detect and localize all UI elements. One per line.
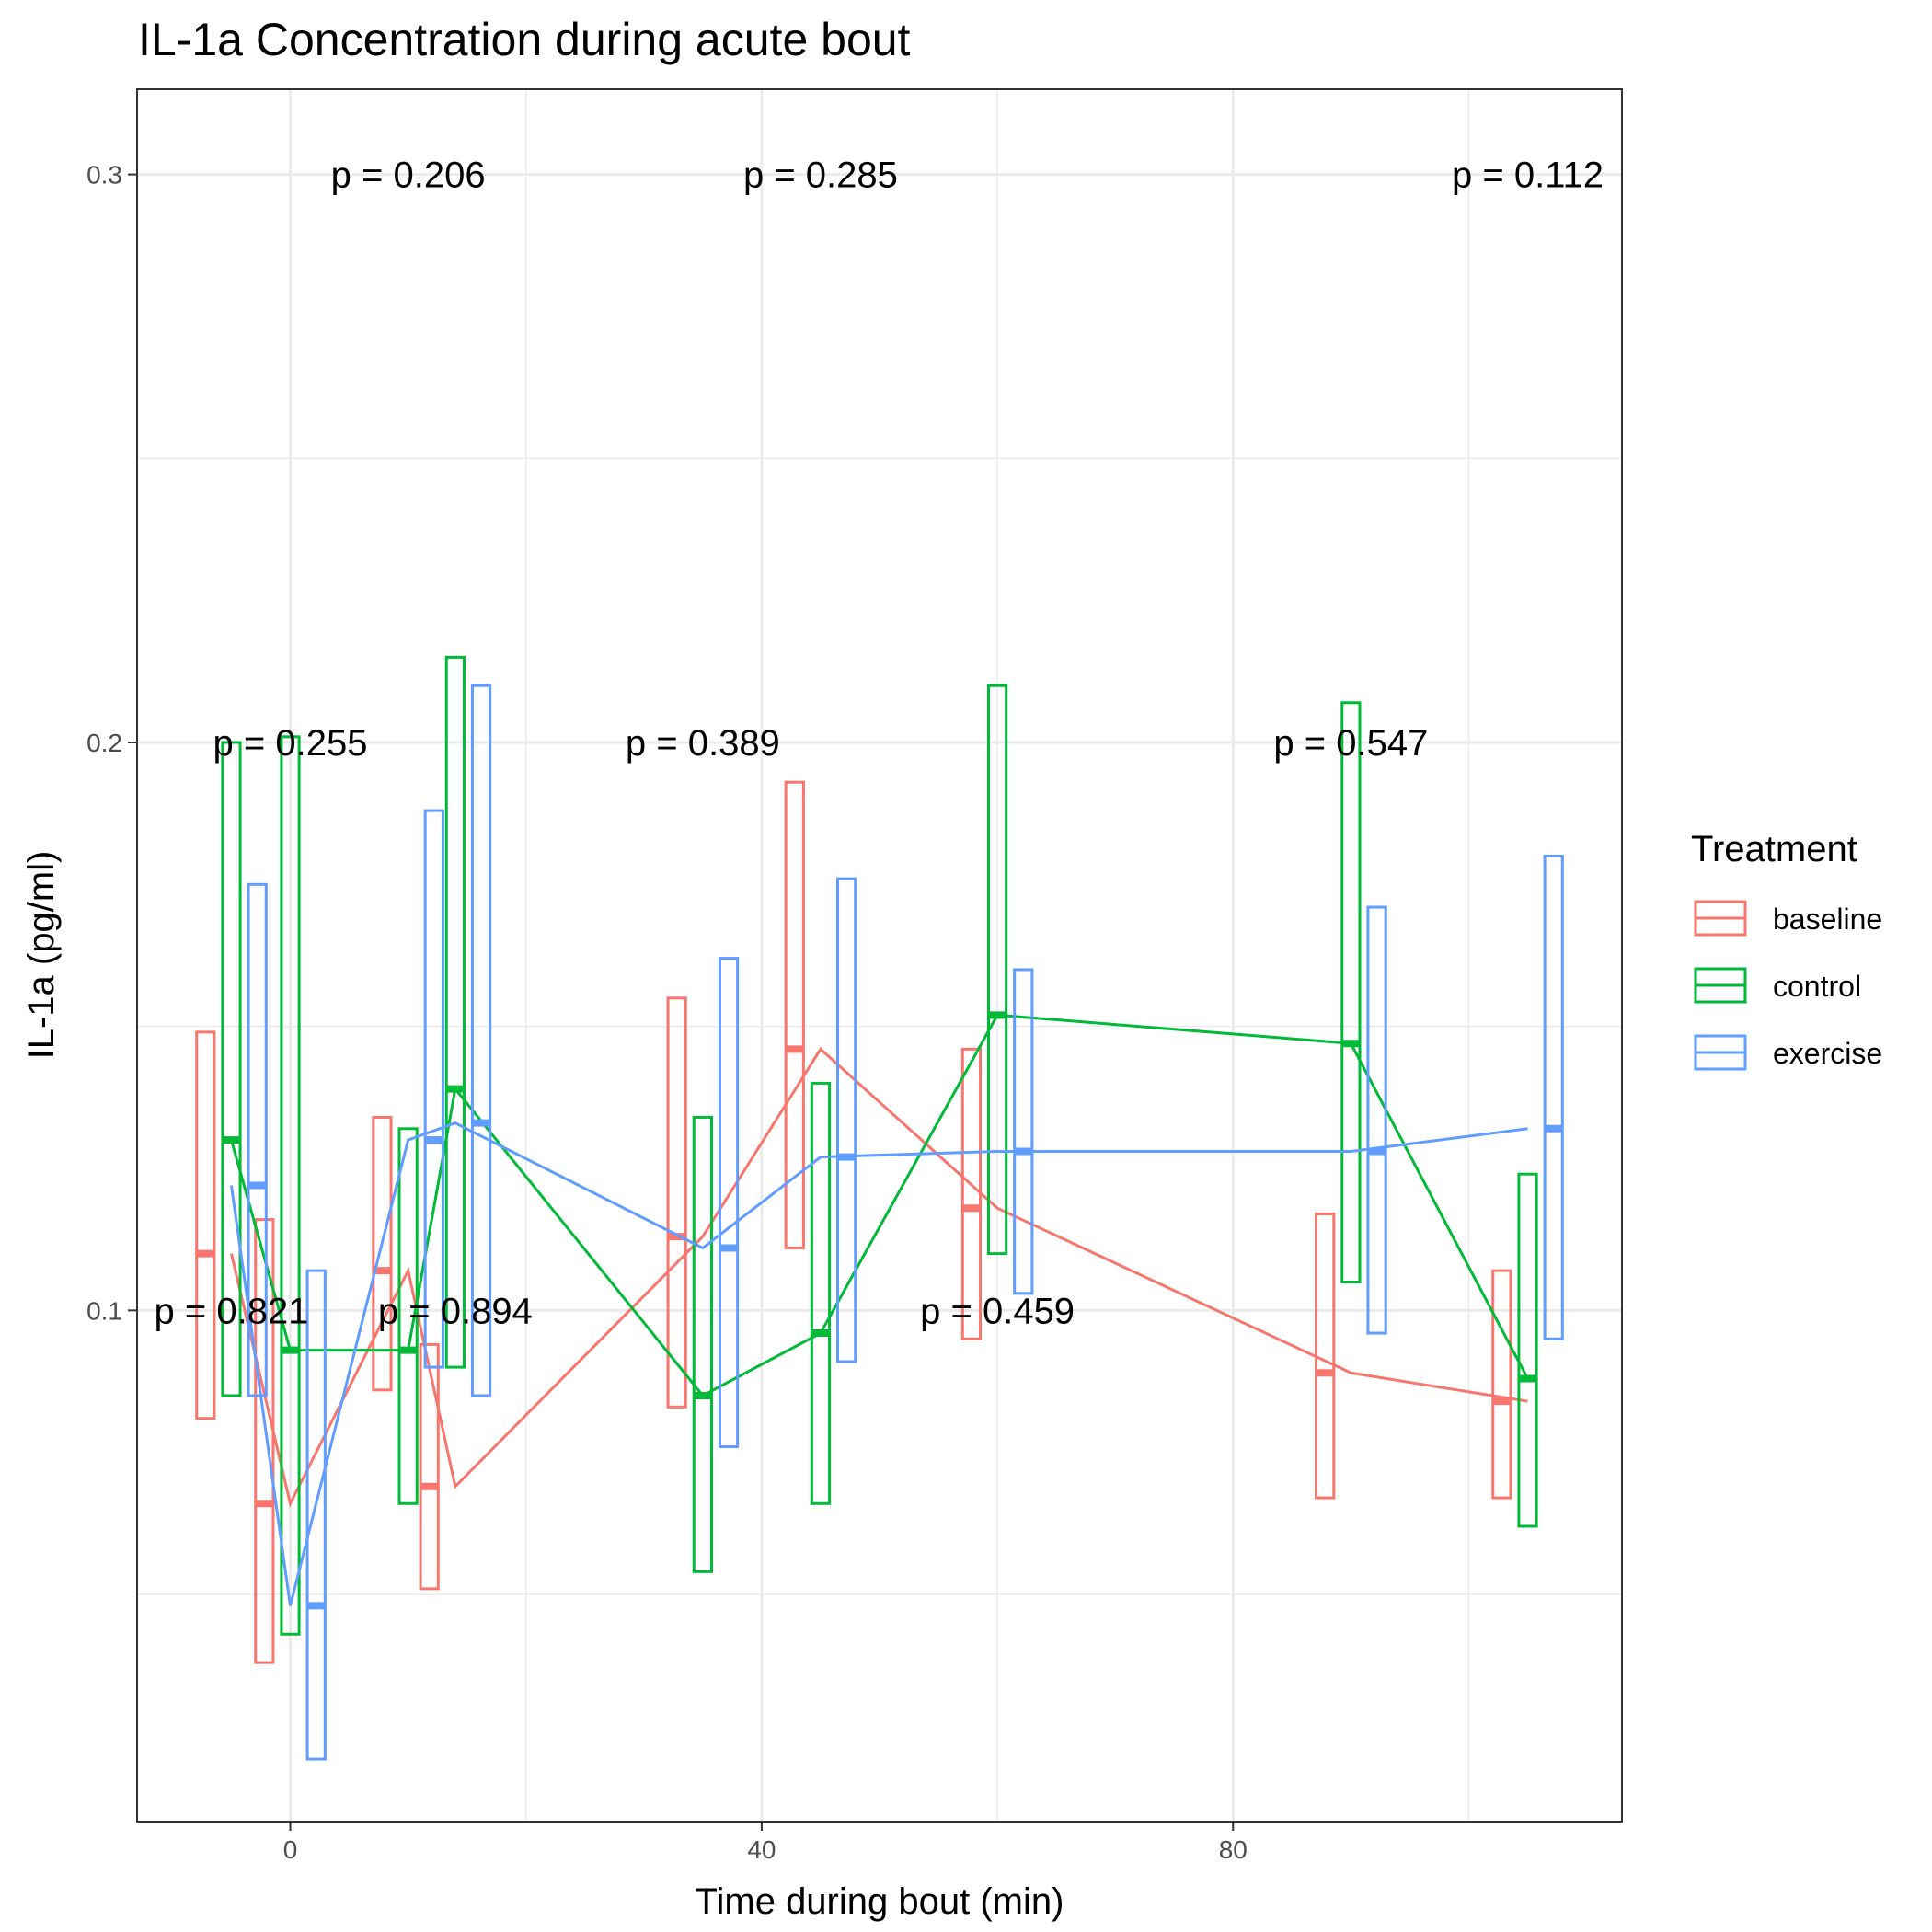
y-tick-label: 0.1 xyxy=(86,1296,122,1325)
crossbar-box-exercise xyxy=(836,877,857,1363)
crossbar-box-baseline xyxy=(254,1218,275,1664)
plot-panel-border xyxy=(136,88,1623,1823)
y-axis-title: IL-1a (pg/ml) xyxy=(21,851,62,1060)
x-tick-label: 40 xyxy=(747,1835,776,1864)
crossbar-box-exercise xyxy=(247,882,268,1397)
crossbar-box-baseline xyxy=(419,1342,440,1591)
crossbar-box-exercise xyxy=(470,684,492,1397)
crossbar-box-exercise xyxy=(1543,854,1564,1340)
legend-label-baseline: baseline xyxy=(1773,903,1882,936)
crossbar-box-baseline xyxy=(784,780,805,1249)
series-baseline xyxy=(195,780,1528,1664)
crossbar-box-control xyxy=(692,1115,713,1573)
y-tick-label: 0.2 xyxy=(86,729,122,757)
p-value-annotation: p = 0.547 xyxy=(1273,723,1428,764)
crossbar-box-control xyxy=(810,1081,832,1505)
crossbar-box-baseline xyxy=(960,1047,983,1340)
p-value-annotation: p = 0.285 xyxy=(743,155,898,196)
p-value-annotation: p = 0.459 xyxy=(920,1291,1075,1331)
axis-layer: 0 40 80 0.1 0.2 0.3 xyxy=(86,161,1248,1864)
p-value-annotation: p = 0.389 xyxy=(626,723,780,764)
crossbar-box-control xyxy=(1517,1172,1538,1528)
legend: Treatment baseline control exercise xyxy=(1691,829,1882,1071)
p-value-annotation: p = 0.255 xyxy=(213,723,368,764)
series-line-baseline xyxy=(230,1047,1528,1508)
annotation-layer: p = 0.206 p = 0.285 p = 0.112 p = 0.255 p = … xyxy=(155,155,1604,1332)
crossbar-box-control xyxy=(1340,701,1362,1283)
crossbar-box-baseline xyxy=(1491,1269,1512,1500)
crossbar-box-baseline xyxy=(372,1115,393,1392)
crossbar-box-baseline xyxy=(195,1030,216,1420)
x-axis-title: Time during bout (min) xyxy=(696,1881,1064,1922)
crossbar-box-exercise xyxy=(423,809,444,1369)
series-control xyxy=(221,655,1538,1636)
x-tick-label: 80 xyxy=(1219,1835,1248,1864)
crossbar-box-exercise xyxy=(305,1269,327,1761)
legend-label-control: control xyxy=(1773,970,1861,1003)
p-value-annotation: p = 0.206 xyxy=(331,155,486,196)
legend-label-exercise: exercise xyxy=(1773,1037,1882,1070)
crossbar-box-exercise xyxy=(1366,905,1387,1335)
series-exercise xyxy=(229,684,1564,1761)
crossbar-box-control xyxy=(280,735,301,1636)
y-tick-label: 0.3 xyxy=(86,161,122,190)
grid-layer xyxy=(137,89,1622,1822)
crossbar-box-baseline xyxy=(1315,1212,1336,1500)
crossbar-box-control xyxy=(986,684,1008,1256)
crossbar-box-baseline xyxy=(666,996,687,1409)
legend-title: Treatment xyxy=(1691,829,1857,869)
crossbar-box-control xyxy=(221,741,242,1397)
series-line-exercise xyxy=(229,1121,1528,1606)
crossbar-box-exercise xyxy=(1013,968,1034,1295)
crossbar-box-control xyxy=(444,655,466,1369)
p-value-annotation: p = 0.821 xyxy=(155,1291,309,1331)
crossbar-box-exercise xyxy=(718,957,740,1449)
chart-title: IL-1a Concentration during acute bout xyxy=(138,14,911,65)
x-tick-label: 0 xyxy=(283,1835,298,1864)
p-value-annotation: p = 0.112 xyxy=(1452,155,1604,196)
crossbar-box-control xyxy=(397,1127,419,1505)
p-value-annotation: p = 0.894 xyxy=(378,1291,533,1331)
series-layer xyxy=(195,655,1564,1761)
